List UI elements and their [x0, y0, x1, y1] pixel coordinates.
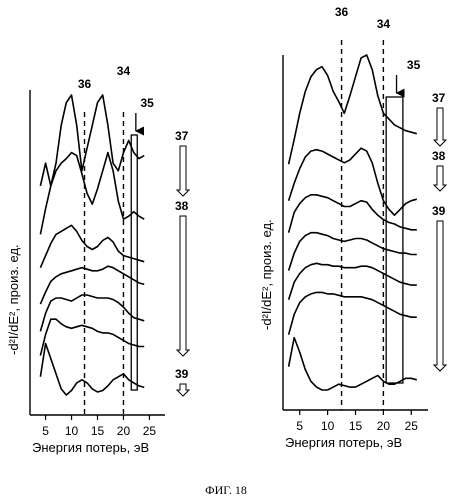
side-arrow-37 [175, 145, 191, 197]
x-tick-label: 25 [143, 424, 157, 438]
side-label-39: 39 [432, 204, 446, 218]
side-arrow-38 [175, 215, 191, 357]
left-curve-6 [39, 318, 145, 356]
right-x-ticks: 5 10 15 20 25 [296, 410, 418, 433]
right-curve-7 [287, 336, 418, 391]
right-curve-5 [287, 262, 417, 300]
left-curve-2 [39, 151, 145, 235]
figure-caption: ФИГ. 18 [205, 483, 247, 497]
left-y-axis-label: -d²I/dE², произ. ед. [6, 244, 21, 355]
marker-label-36: 36 [335, 5, 349, 19]
x-tick-label: 10 [65, 424, 79, 438]
side-label-39: 39 [175, 367, 189, 381]
marker-label-35: 35 [407, 58, 421, 72]
right-x-axis-label: Энергия потерь, эВ [285, 435, 402, 450]
right-curve-1 [287, 54, 418, 165]
right-curve-2 [287, 147, 418, 216]
left-curves [39, 94, 145, 396]
x-tick-label: 25 [405, 419, 419, 433]
marker-box-35 [385, 96, 404, 384]
left-curve-7 [39, 342, 145, 396]
side-arrow-39 [432, 220, 448, 372]
x-tick-label: 20 [117, 424, 131, 438]
side-label-38: 38 [175, 199, 189, 213]
x-tick-label: 15 [91, 424, 105, 438]
left-curve-5 [39, 294, 145, 332]
side-arrow-38 [432, 165, 448, 192]
right-curve-3 [287, 194, 417, 233]
x-tick-label: 15 [349, 419, 363, 433]
x-tick-label: 5 [296, 419, 303, 433]
right-y-axis-label: -d²I/dE², произ. ед. [259, 219, 274, 330]
side-label-37: 37 [175, 129, 189, 143]
marker-label-34: 34 [117, 64, 131, 78]
right-markers: 36 34 35 37 38 39 [335, 5, 448, 410]
marker-label-34: 34 [377, 17, 391, 31]
side-arrow-37 [432, 107, 448, 147]
marker-box-35 [130, 134, 138, 391]
left-x-ticks: 5 10 15 20 25 [42, 415, 156, 438]
left-curve-1 [39, 94, 145, 187]
x-tick-label: 20 [377, 419, 391, 433]
side-label-37: 37 [432, 91, 446, 105]
left-curve-4 [39, 265, 145, 305]
right-chart-panel: 5 10 15 20 25 36 34 35 37 38 39 Энергия потерь, э… [259, 5, 448, 450]
side-arrow-39 [175, 383, 191, 397]
right-curve-6 [287, 291, 417, 335]
side-label-38: 38 [432, 149, 446, 163]
right-curves [287, 54, 418, 391]
x-tick-label: 5 [42, 424, 49, 438]
left-x-axis-label: Энергия потерь, эВ [32, 440, 149, 455]
left-markers: 36 34 35 37 38 39 [78, 64, 191, 415]
left-chart-panel: 5 10 15 20 25 36 34 35 37 38 39 Энергия потерь, э… [6, 64, 191, 455]
right-curve-4 [287, 231, 417, 271]
x-tick-label: 10 [321, 419, 335, 433]
left-curve-3 [39, 224, 145, 269]
marker-label-35: 35 [140, 96, 154, 110]
marker-label-36: 36 [78, 77, 92, 91]
